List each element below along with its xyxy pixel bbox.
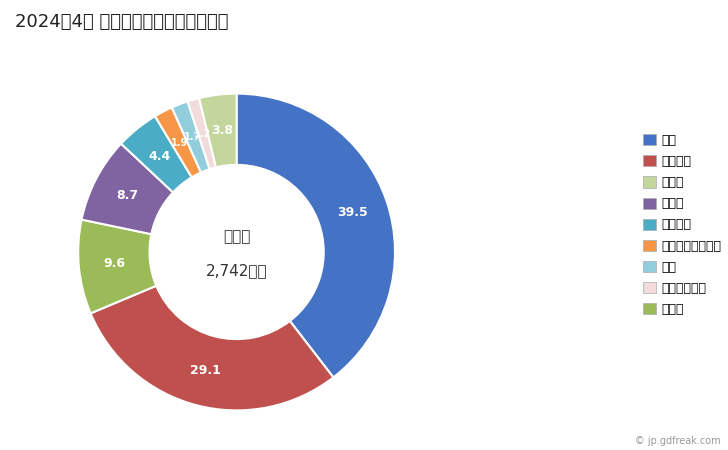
Wedge shape <box>188 98 216 169</box>
Wedge shape <box>155 108 201 177</box>
Text: 1.7: 1.7 <box>183 132 201 143</box>
Wedge shape <box>237 94 395 378</box>
Text: 1.2: 1.2 <box>194 129 212 139</box>
Text: 総　額: 総 額 <box>223 229 250 243</box>
Wedge shape <box>90 286 333 410</box>
Text: 29.1: 29.1 <box>190 364 221 377</box>
Text: 2024年4月 輸出相手国のシェア（％）: 2024年4月 輸出相手国のシェア（％） <box>15 14 228 32</box>
Text: 3.8: 3.8 <box>211 124 233 137</box>
Text: 2,742万円: 2,742万円 <box>206 264 267 279</box>
Wedge shape <box>121 116 191 193</box>
Text: 4.4: 4.4 <box>149 150 170 163</box>
Wedge shape <box>78 220 157 313</box>
Text: © jp.gdfreak.com: © jp.gdfreak.com <box>635 436 721 446</box>
Wedge shape <box>82 144 173 234</box>
Legend: 米国, オランダ, チェコ, カナダ, フランス, ニュージーランド, 英国, インドネシア, その他: 米国, オランダ, チェコ, カナダ, フランス, ニュージーランド, 英国, … <box>643 134 721 316</box>
Text: 9.6: 9.6 <box>103 257 125 270</box>
Text: 1.9: 1.9 <box>171 138 189 148</box>
Wedge shape <box>172 101 210 172</box>
Text: 8.7: 8.7 <box>116 189 139 202</box>
Wedge shape <box>199 94 237 167</box>
Text: 39.5: 39.5 <box>337 206 368 219</box>
